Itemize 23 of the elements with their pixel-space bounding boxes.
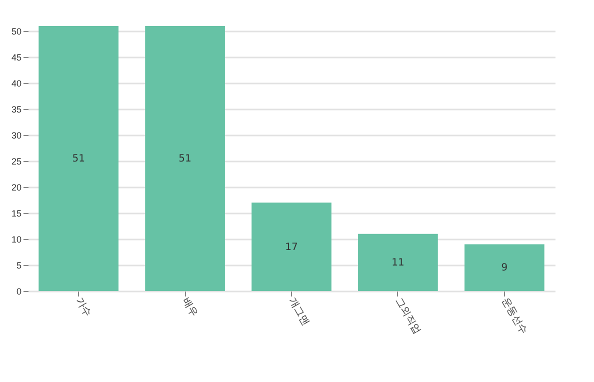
y-tick-label: 5 bbox=[16, 260, 22, 271]
bar bbox=[358, 234, 438, 291]
x-tick-label: 배우 bbox=[180, 296, 200, 319]
data-label: 17 bbox=[285, 242, 298, 253]
y-tick-label: 30 bbox=[11, 130, 22, 141]
y-tick-label: 15 bbox=[11, 208, 22, 219]
data-label: 51 bbox=[72, 154, 85, 164]
data-label: 11 bbox=[392, 257, 404, 268]
y-tick-label: 0 bbox=[16, 286, 22, 296]
bar bbox=[145, 26, 225, 291]
bar bbox=[38, 26, 118, 291]
y-tick-label: 40 bbox=[11, 78, 22, 89]
y-tick-label: 50 bbox=[11, 26, 22, 37]
y-tick-label: 25 bbox=[11, 156, 22, 167]
data-label: 51 bbox=[178, 154, 192, 164]
x-tick-label: 가수 bbox=[73, 296, 93, 319]
y-tick-label: 20 bbox=[11, 182, 22, 193]
bar bbox=[464, 244, 544, 291]
data-label: 9 bbox=[501, 262, 508, 274]
y-tick-label: 10 bbox=[11, 234, 22, 245]
y-tick-label: 35 bbox=[11, 104, 22, 115]
y-tick-label: 45 bbox=[11, 52, 22, 63]
bar bbox=[252, 202, 332, 291]
